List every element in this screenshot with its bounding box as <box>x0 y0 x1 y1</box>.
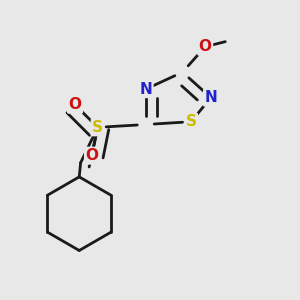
Text: N: N <box>140 82 152 97</box>
Text: O: O <box>85 148 98 163</box>
Text: O: O <box>199 39 212 54</box>
Text: O: O <box>68 97 82 112</box>
Text: S: S <box>185 114 197 129</box>
Text: S: S <box>92 120 103 135</box>
Text: N: N <box>205 90 217 105</box>
